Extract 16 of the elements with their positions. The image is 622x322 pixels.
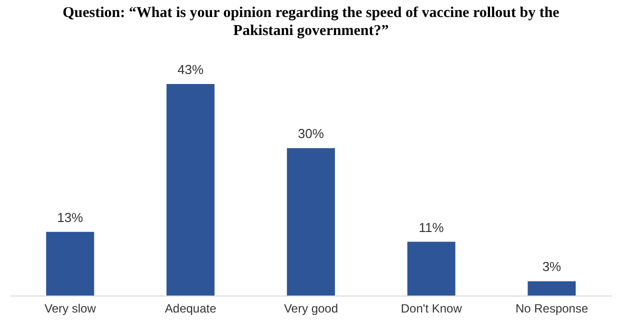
- bar: [286, 148, 335, 296]
- chart-title: Question: “What is your opinion regarding the speed of vaccine rollout by the Pakistani government?”: [62, 4, 560, 41]
- data-label: 11%: [418, 220, 444, 235]
- bar: [407, 242, 456, 296]
- data-label: 3%: [542, 259, 562, 274]
- data-label: 30%: [298, 126, 324, 142]
- data-label: 13%: [57, 210, 84, 225]
- bar: [528, 281, 576, 296]
- data-label: 43%: [178, 62, 204, 77]
- x-tick-label: No Response: [515, 302, 588, 316]
- bar: [46, 232, 94, 296]
- x-tick-label: Don't Know: [400, 302, 462, 316]
- x-tick-label: Very slow: [44, 302, 96, 316]
- x-tick-label: Adequate: [164, 302, 217, 316]
- x-tick-label: Very good: [284, 302, 338, 316]
- bar: [166, 84, 215, 296]
